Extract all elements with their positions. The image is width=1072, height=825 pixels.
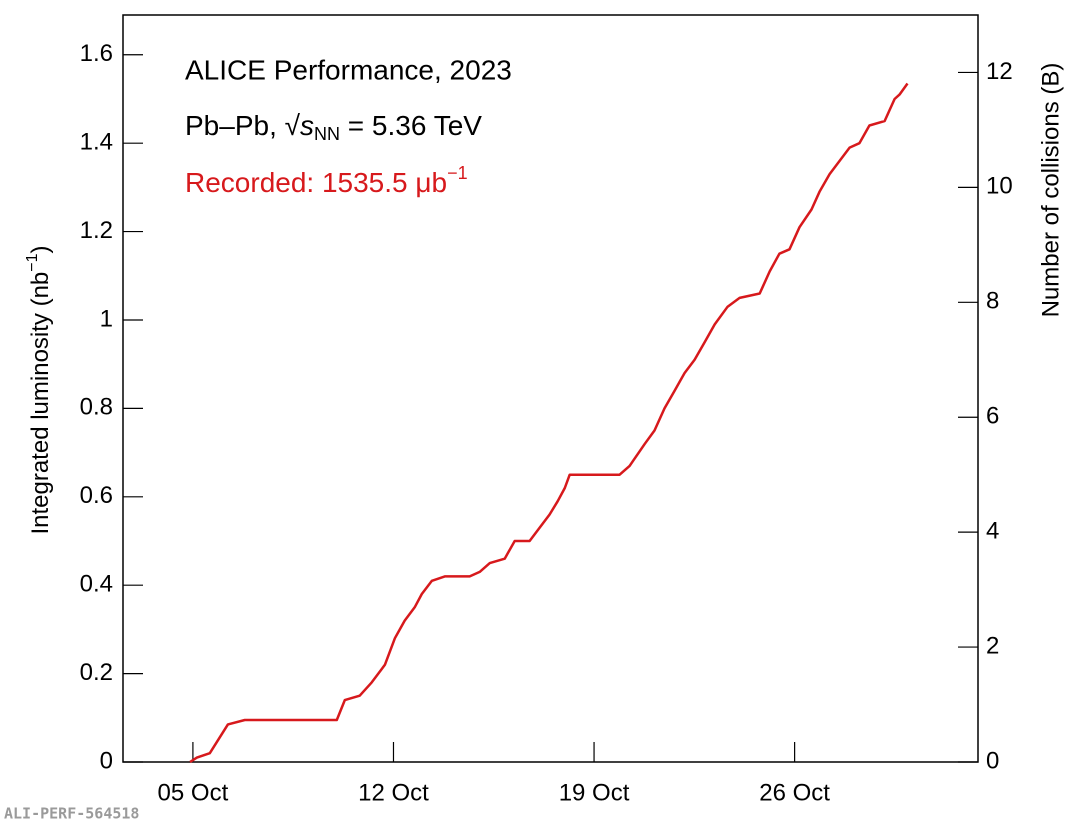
energy-suffix: = 5.36 TeV [340,110,482,141]
y-axis-label: Integrated luminosity (nb−1) [24,245,54,534]
data-line [189,82,909,764]
chart-title: ALICE Performance, 2023 [185,54,512,85]
y-tick-label: 1.4 [80,129,113,156]
x-tick-label: 12 Oct [358,779,429,806]
x-tick-label: 26 Oct [759,779,830,806]
y-tick-label: 0.2 [80,659,113,686]
energy-symbol: s [300,110,314,141]
y2-tick-label: 12 [986,58,1013,85]
y2-tick-label: 2 [986,632,999,659]
y-tick-label: 0.8 [80,394,113,421]
x-tick-label: 05 Oct [158,779,229,806]
annotation-superscript: −1 [447,163,468,183]
y-tick-label: 0.4 [80,571,113,598]
annotation: Recorded: 1535.5 μb−1 [185,163,468,199]
energy-label: Pb–Pb, √sNN = 5.36 TeV [185,110,482,143]
energy-prefix: Pb–Pb, [185,110,285,141]
y2-tick-label: 4 [986,517,999,544]
y-tick-label: 1 [100,305,113,332]
y2-tick-label: 0 [986,747,999,774]
y-label-superscript: −1 [24,253,41,271]
y-tick-label: 0 [100,747,113,774]
energy-sqrt: √ [285,110,301,141]
y-tick-label: 0.6 [80,482,113,509]
y-label-suffix: ) [27,245,54,253]
watermark: ALI-PERF-564518 [4,805,139,823]
y2-tick-label: 10 [986,173,1013,200]
x-tick-label: 19 Oct [559,779,630,806]
y-label-text: Integrated luminosity (nb [27,272,54,535]
y2-tick-label: 8 [986,288,999,315]
y-tick-label: 1.6 [80,40,113,67]
plot-frame [122,14,979,763]
annotation-text: Recorded: 1535.5 μb [185,167,447,198]
y-tick-label: 1.2 [80,217,113,244]
y2-axis-label: Number of collisions (B) [1037,63,1064,318]
y2-tick-label: 6 [986,403,999,430]
energy-subscript: NN [314,124,340,144]
